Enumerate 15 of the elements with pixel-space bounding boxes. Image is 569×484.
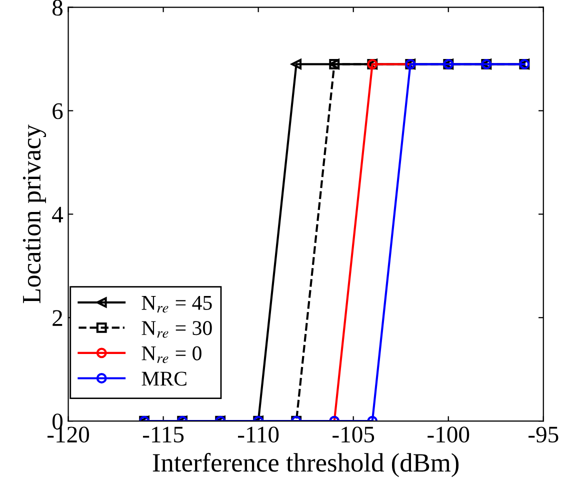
legend-label: N$_{re}$ = 45 bbox=[142, 296, 212, 313]
y-tick-label: 4 bbox=[52, 206, 64, 222]
x-tick-label: -95 bbox=[528, 426, 558, 443]
legend-label: MRC bbox=[142, 372, 186, 386]
x-tick-label: -115 bbox=[142, 426, 184, 443]
y-tick-label: 8 bbox=[52, 0, 63, 16]
y-tick-label: 2 bbox=[52, 310, 62, 326]
x-tick-label: -100 bbox=[428, 426, 470, 443]
y-tick-label: 6 bbox=[52, 103, 63, 120]
x-tick-label: -110 bbox=[238, 426, 279, 443]
y-axis-title: Location privacy bbox=[22, 124, 46, 304]
legend-label: N$_{re}$ = 0 bbox=[142, 346, 202, 364]
legend-label: N$_{re}$ = 30 bbox=[142, 321, 212, 338]
x-tick-label: -105 bbox=[332, 426, 374, 443]
x-axis-title: Interference threshold (dBm) bbox=[152, 452, 459, 478]
